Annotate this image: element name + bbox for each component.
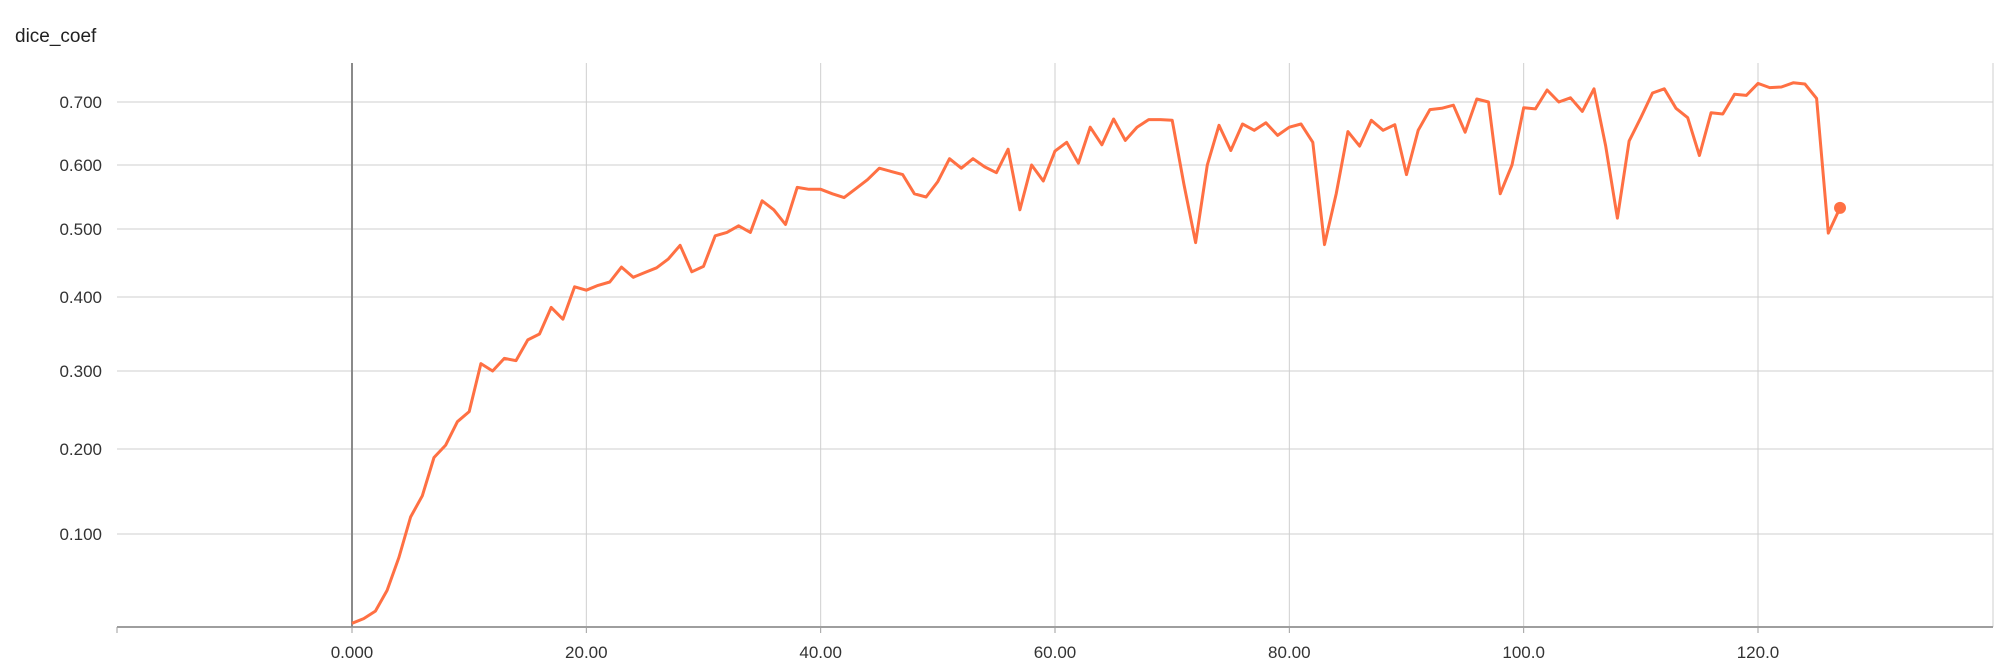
- x-tick-label: 40.00: [799, 643, 842, 662]
- y-tick-label: 0.500: [59, 220, 102, 239]
- y-tick-label: 0.400: [59, 288, 102, 307]
- chart-title: dice_coef: [15, 26, 97, 47]
- y-tick-label: 0.700: [59, 93, 102, 112]
- last-point-marker: [1834, 201, 1847, 214]
- grid: [117, 63, 1994, 627]
- x-tick-label: 0.000: [331, 643, 374, 662]
- x-tick-label: 100.0: [1502, 643, 1545, 662]
- axes: [116, 63, 1993, 633]
- x-tick-label: 80.00: [1268, 643, 1311, 662]
- tick-labels: 0.100 0.200 0.300 0.400 0.500 0.600 0.700 0.000…: [59, 93, 1779, 662]
- y-tick-label: 0.100: [59, 525, 102, 544]
- y-tick-label: 0.600: [59, 156, 102, 175]
- series-line: [351, 81, 1842, 625]
- y-tick-label: 0.300: [59, 362, 102, 381]
- x-tick-label: 20.00: [565, 643, 608, 662]
- x-tick-label: 120.0: [1737, 643, 1780, 662]
- series-layer: [351, 81, 1847, 625]
- y-tick-label: 0.200: [59, 440, 102, 459]
- x-tick-label: 60.00: [1034, 643, 1077, 662]
